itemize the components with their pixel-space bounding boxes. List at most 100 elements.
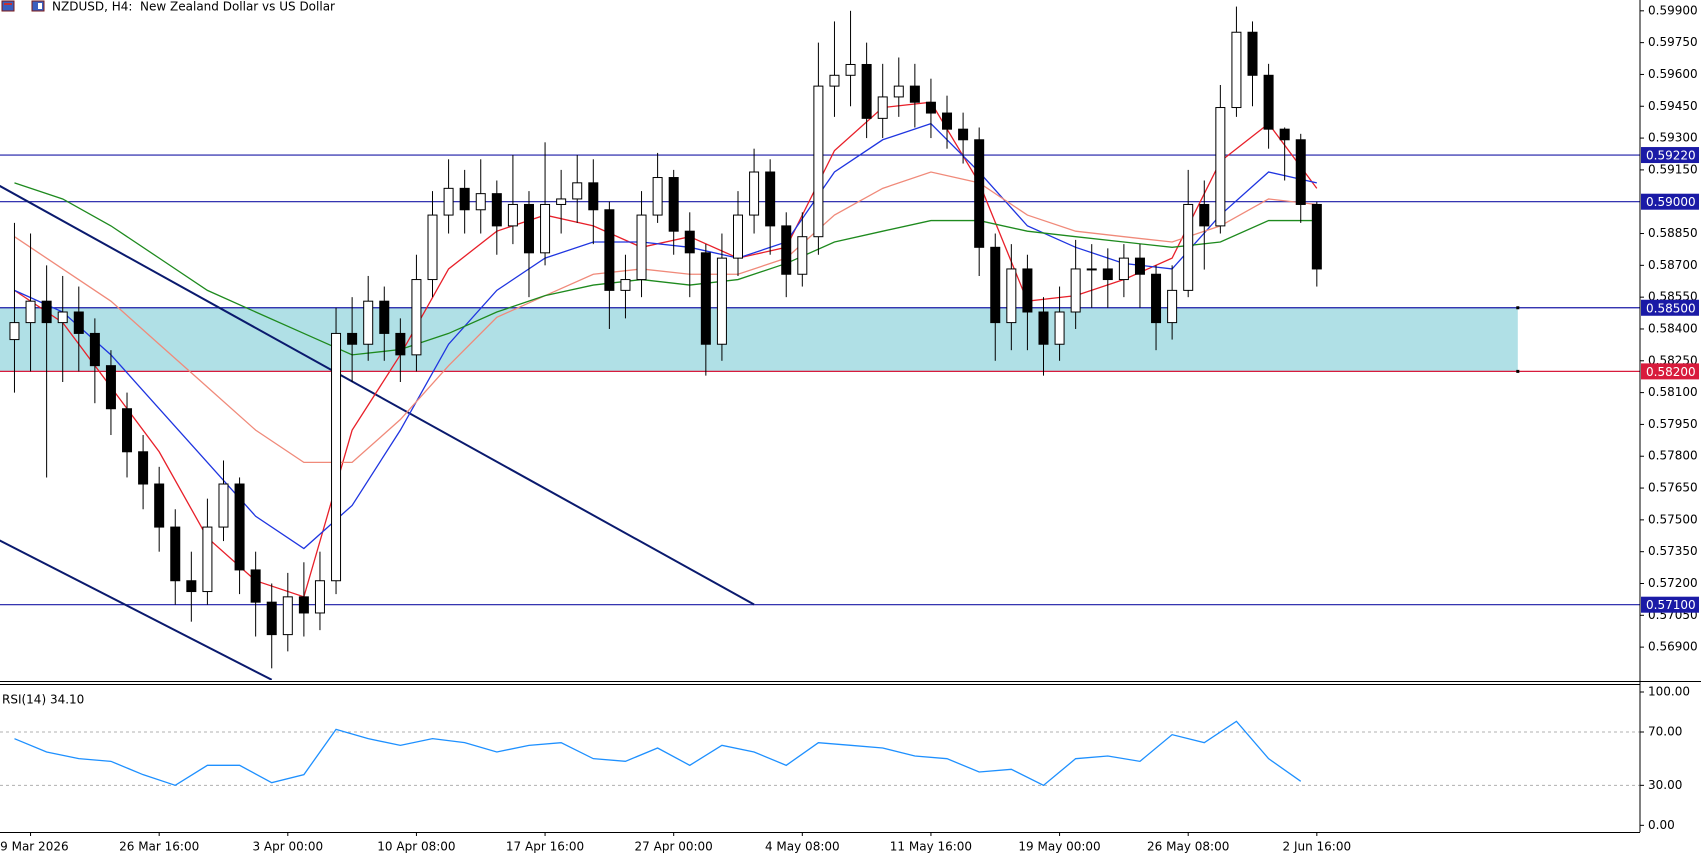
y-tick-label: 0.58400 [1648, 321, 1698, 335]
candle-body [845, 63, 856, 76]
candle-body [1215, 107, 1226, 227]
candle-body [427, 214, 438, 281]
candle-body [363, 300, 374, 345]
y-tick-label: 0.57950 [1648, 417, 1698, 431]
candle-body [507, 203, 518, 227]
zone-handle [1516, 369, 1520, 373]
moving-average [14, 182, 1317, 356]
level-label-box [1641, 596, 1699, 613]
x-tick-label: 4 May 08:00 [765, 840, 840, 854]
candle-body [459, 187, 470, 211]
rsi-y-tick-label: 70.00 [1648, 725, 1682, 739]
candle-body [186, 580, 197, 593]
candle-body [958, 128, 969, 141]
zone-handle [1516, 306, 1520, 310]
level-label-box [1641, 299, 1699, 316]
candle-body [202, 526, 213, 593]
rsi-y-tick-label: 0.00 [1648, 818, 1675, 832]
axes [0, 0, 1701, 833]
candle-body [138, 451, 149, 485]
price-pane [0, 6, 1640, 680]
candle-body [1134, 257, 1145, 275]
y-tick-label: 0.56900 [1648, 640, 1698, 654]
candle-body [1311, 203, 1322, 270]
x-tick-label: 3 Apr 00:00 [252, 840, 323, 854]
candle-body [1151, 273, 1162, 324]
candle-body [170, 526, 181, 582]
rsi-y-tick-label: 100.00 [1648, 685, 1690, 699]
candle-body [250, 569, 261, 603]
x-tick-label: 10 Apr 08:00 [377, 840, 455, 854]
candle-body [1295, 139, 1306, 205]
y-tick-label: 0.57500 [1648, 512, 1698, 526]
y-tick-label: 0.58100 [1648, 385, 1698, 399]
candle-body [314, 580, 325, 614]
candle-body [122, 408, 133, 453]
x-tick-label: 26 May 08:00 [1147, 840, 1229, 854]
candle-body [620, 279, 631, 291]
candle-body [25, 300, 36, 324]
candle-body [1038, 311, 1049, 345]
candle-body [266, 601, 277, 636]
candle-body [813, 85, 824, 238]
candle-body [1199, 203, 1210, 227]
symbol-icon [4, 3, 12, 5]
candle-body [41, 300, 52, 324]
candle-body [732, 214, 744, 259]
candle-body [1279, 128, 1290, 141]
candle-body [491, 193, 502, 227]
candle-body [604, 209, 615, 291]
support-zone [0, 307, 1518, 372]
candle-body [443, 187, 454, 216]
candle-body [990, 246, 1001, 324]
trendline [0, 184, 755, 606]
candle-body [1086, 268, 1097, 271]
y-tick-label: 0.57800 [1648, 449, 1698, 463]
rsi-pane [0, 720, 1640, 787]
candle-body [395, 332, 406, 356]
x-tick-label: 19 Mar 2026 [0, 840, 69, 854]
y-tick-label: 0.57650 [1648, 481, 1698, 495]
x-tick-label: 26 Mar 16:00 [119, 840, 199, 854]
candle-body [234, 483, 245, 571]
candle-body [974, 139, 985, 248]
y-tick-label: 0.59600 [1648, 67, 1698, 81]
y-tick-label: 0.58700 [1648, 258, 1698, 272]
candle-body [716, 257, 727, 345]
candle-body [411, 279, 422, 356]
candle-body [1263, 74, 1274, 130]
trendline [0, 539, 273, 680]
candle-body [1231, 31, 1242, 109]
x-tick-label: 2 Jun 16:00 [1283, 840, 1352, 854]
x-tick-label: 27 Apr 00:00 [635, 840, 713, 854]
candle-body [1167, 289, 1178, 324]
candle-body [1054, 311, 1065, 345]
level-label: 0.59220 [1646, 149, 1696, 163]
candle-body [781, 225, 792, 275]
candle-body [523, 203, 534, 254]
candle-body [1006, 268, 1017, 324]
indicator-label: RSI(14) 34.10 [2, 693, 84, 707]
candle-body [282, 596, 293, 636]
moving-average [14, 122, 1317, 550]
candle-body [57, 311, 68, 324]
candle-body [1070, 268, 1081, 313]
y-tick-label: 0.57200 [1648, 576, 1698, 590]
candle-body [749, 171, 760, 216]
candle-body [829, 74, 840, 87]
symbol-icon [1, 0, 15, 12]
level-label-box [1641, 363, 1699, 380]
y-tick-label: 0.58850 [1648, 226, 1698, 240]
header: NZDUSD, H4: New Zealand Dollar vs US Dol… [1, 0, 335, 707]
level-label: 0.58500 [1646, 301, 1696, 315]
candle-body [1183, 203, 1194, 291]
candle-body [347, 332, 358, 345]
y-tick-label: 0.59150 [1648, 162, 1698, 176]
candle-body [9, 322, 20, 341]
candle-body [105, 365, 116, 410]
candle-body [652, 177, 663, 216]
candle-body [942, 112, 953, 130]
candle-body [572, 182, 583, 200]
